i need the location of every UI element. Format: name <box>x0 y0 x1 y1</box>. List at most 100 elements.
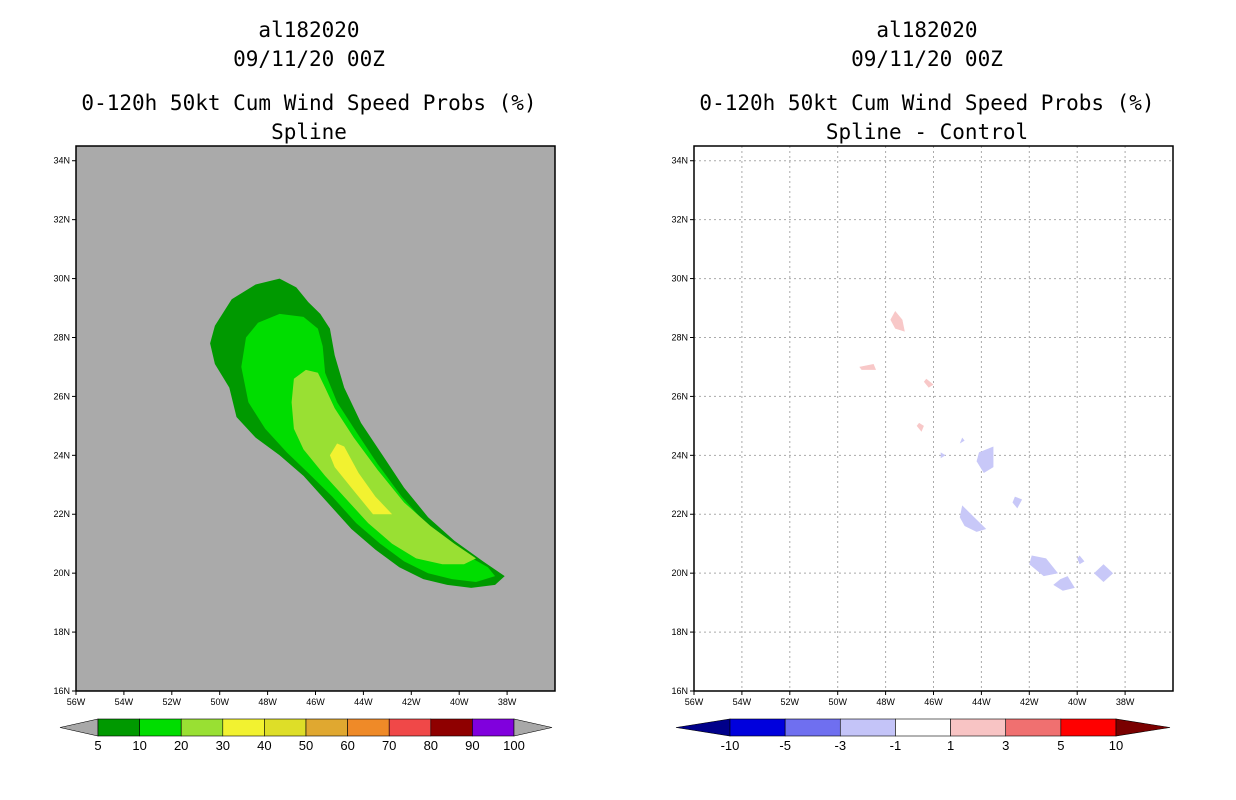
colorbar-label: 40 <box>257 738 271 753</box>
y-tick-label: 34N <box>53 156 70 166</box>
colorbar-swatch <box>222 718 265 737</box>
x-tick-label: 40W <box>450 697 469 707</box>
colorbar-low-extend <box>59 718 99 737</box>
colorbar-swatch <box>139 718 182 737</box>
colorbar-swatch <box>472 718 515 737</box>
colorbar-swatch <box>97 718 140 737</box>
right-y-axis: 16N 18N 20N 22N 24N 26N 28N 30N 32N 34N <box>671 156 694 696</box>
y-tick-label: 22N <box>53 509 70 519</box>
right-subtitle: Spline - Control <box>826 120 1028 144</box>
contour--3--1 <box>1077 555 1085 565</box>
colorbar-swatch <box>839 718 896 737</box>
colorbar-swatch <box>305 718 348 737</box>
colorbar-label: 10 <box>132 738 146 753</box>
contour-20-30 <box>291 369 476 565</box>
right-contours <box>859 311 1114 591</box>
colorbar-low-extend <box>675 718 731 737</box>
x-tick-label: 56W <box>67 697 86 707</box>
colorbar-label: 70 <box>382 738 396 753</box>
right-grid <box>694 146 1173 691</box>
colorbar-swatch <box>729 718 786 737</box>
contour--3--1 <box>976 446 994 473</box>
y-tick-label: 32N <box>671 215 688 225</box>
y-tick-label: 20N <box>53 568 70 578</box>
left-colorbar: 5 10 20 30 40 50 60 70 80 90 100 <box>59 718 553 753</box>
y-tick-label: 16N <box>53 686 70 696</box>
colorbar-label: 60 <box>340 738 354 753</box>
colorbar-label: 5 <box>94 738 101 753</box>
y-tick-label: 18N <box>671 627 688 637</box>
colorbar-swatch <box>430 718 473 737</box>
y-tick-label: 24N <box>53 450 70 460</box>
contour--3--1 <box>1094 564 1114 582</box>
right-datetime: 09/11/20 00Z <box>851 47 1003 71</box>
y-tick-label: 26N <box>53 391 70 401</box>
colorbar-swatch <box>180 718 224 737</box>
right-colorbar: -10 -5 -3 -1 1 3 5 10 <box>675 718 1171 753</box>
colorbar-high-extend <box>513 718 553 737</box>
y-tick-label: 18N <box>53 627 70 637</box>
colorbar-swatch <box>895 718 951 737</box>
y-tick-label: 16N <box>671 686 688 696</box>
y-tick-label: 28N <box>671 332 688 342</box>
left-contours <box>210 278 505 588</box>
colorbar-label: 20 <box>174 738 188 753</box>
x-tick-label: 44W <box>354 697 373 707</box>
colorbar-label: 30 <box>216 738 230 753</box>
x-tick-label: 52W <box>163 697 182 707</box>
x-tick-label: 48W <box>258 697 277 707</box>
left-subtitle: Spline <box>271 120 347 144</box>
y-tick-label: 34N <box>671 156 688 166</box>
colorbar-swatch <box>950 718 1007 737</box>
colorbar-label: -10 <box>721 738 740 753</box>
contour--3--1 <box>1012 496 1023 509</box>
colorbar-label: -5 <box>779 738 791 753</box>
x-tick-label: 54W <box>733 697 752 707</box>
x-tick-label: 40W <box>1068 697 1087 707</box>
x-tick-label: 38W <box>498 697 517 707</box>
contour--3--1 <box>1053 576 1075 591</box>
left-panel: al182020 09/11/20 00Z 0-120h 50kt Cum Wi… <box>53 18 556 753</box>
colorbar-label: 5 <box>1057 738 1064 753</box>
x-tick-label: 50W <box>210 697 229 707</box>
colorbar-swatch <box>264 718 307 737</box>
contour--3--1 <box>959 437 965 444</box>
left-y-axis: 16N 18N 20N 22N 24N 26N 28N 30N 32N 34N <box>53 156 76 696</box>
x-tick-label: 50W <box>828 697 847 707</box>
colorbar-label: 100 <box>503 738 525 753</box>
x-tick-label: 42W <box>402 697 421 707</box>
x-tick-label: 46W <box>924 697 943 707</box>
contour-1-3 <box>916 422 924 432</box>
x-tick-label: 56W <box>685 697 704 707</box>
x-tick-label: 38W <box>1116 697 1135 707</box>
y-tick-label: 20N <box>671 568 688 578</box>
right-x-axis: 56W 54W 52W 50W 48W 46W 44W 42W 40W 38W <box>685 691 1135 707</box>
contour--3--1 <box>959 505 987 532</box>
colorbar-swatch <box>1060 718 1117 737</box>
y-tick-label: 28N <box>53 332 70 342</box>
y-tick-label: 26N <box>671 391 688 401</box>
colorbar-swatch <box>388 718 432 737</box>
y-tick-label: 22N <box>671 509 688 519</box>
x-tick-label: 48W <box>876 697 895 707</box>
colorbar-swatch <box>347 718 390 737</box>
x-tick-label: 52W <box>781 697 800 707</box>
colorbar-label: 1 <box>947 738 954 753</box>
x-tick-label: 54W <box>115 697 134 707</box>
right-storm-id: al182020 <box>876 18 977 42</box>
colorbar-label: -3 <box>835 738 847 753</box>
colorbar-label: 90 <box>465 738 479 753</box>
colorbar-label: 80 <box>424 738 438 753</box>
contour-1-3 <box>859 364 876 370</box>
colorbar-swatch <box>1005 718 1062 737</box>
colorbar-label: 10 <box>1109 738 1123 753</box>
contour-1-3 <box>923 378 934 388</box>
contour-30-40 <box>329 443 393 515</box>
contour--3--1 <box>1029 555 1058 577</box>
x-tick-label: 46W <box>306 697 325 707</box>
y-tick-label: 32N <box>53 215 70 225</box>
x-tick-label: 44W <box>972 697 991 707</box>
left-title: 0-120h 50kt Cum Wind Speed Probs (%) <box>81 91 536 115</box>
contour--3--1 <box>940 452 946 459</box>
